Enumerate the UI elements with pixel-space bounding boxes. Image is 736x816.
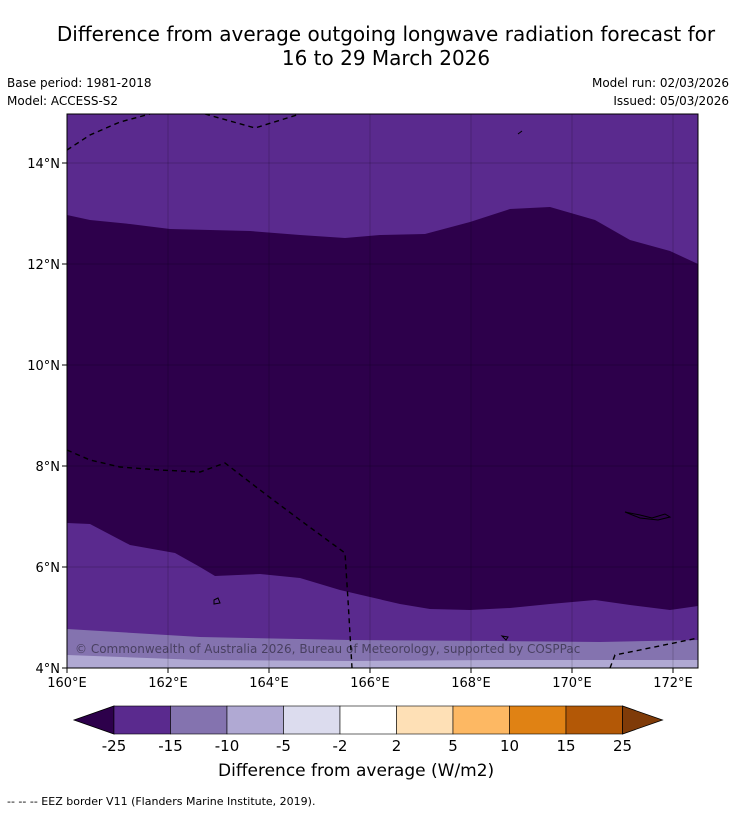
model-run-text: Model run: 02/03/2026	[591, 76, 729, 90]
lon-tick-label: 160°E	[47, 676, 87, 691]
colorbar-segment	[509, 705, 567, 735]
graticule	[67, 114, 698, 668]
lon-tick-label: 170°E	[552, 676, 592, 691]
lat-tick-label: 10°N	[27, 359, 60, 374]
colorbar-segment	[396, 705, 454, 735]
colorbar-segment	[113, 705, 171, 735]
colorbar: -25 -15 -10 -5 -2 2 5 10 15 25	[72, 705, 664, 755]
issued-text: Issued: 05/03/2026	[613, 94, 729, 108]
colorbar-tick-label: 2	[392, 737, 402, 755]
colorbar-tick-label: -10	[215, 737, 240, 755]
lon-tick-label: 166°E	[350, 676, 390, 691]
colorbar-segment	[283, 705, 341, 735]
island-outlines	[213, 130, 672, 641]
colorbar-tick-label: 25	[613, 737, 632, 755]
title-line-2: 16 to 29 March 2026	[281, 46, 491, 70]
copyright-text: © Commonwealth of Australia 2026, Bureau…	[75, 642, 580, 656]
lat-tick-label: 14°N	[27, 157, 60, 172]
colorbar-tick-label: 10	[500, 737, 519, 755]
map-frame	[66, 113, 699, 669]
map-plot-area: © Commonwealth of Australia 2026, Bureau…	[67, 114, 698, 668]
colorbar-segment	[226, 705, 284, 735]
lat-tick-label: 4°N	[36, 662, 61, 677]
eez-border-lines	[67, 114, 698, 668]
chart-title: Difference from average outgoing longwav…	[0, 22, 736, 70]
colorbar-over-arrow	[622, 705, 664, 735]
colorbar-under-arrow	[72, 705, 115, 735]
meta-right: Model run: 02/03/2026 Issued: 05/03/2026	[592, 74, 729, 110]
lat-tick-label: 12°N	[27, 258, 60, 273]
lat-tick-label: 6°N	[36, 561, 61, 576]
colorbar-segment	[170, 705, 228, 735]
lon-tick-label: 162°E	[148, 676, 188, 691]
latitude-axis: 14°N 12°N 10°N 8°N 6°N 4°N	[27, 157, 67, 677]
longitude-axis: 160°E 162°E 164°E 166°E 168°E 170°E 172°…	[47, 668, 693, 691]
meta-left: Base period: 1981-2018 Model: ACCESS-S2	[7, 74, 152, 110]
colorbar-tick-label: -25	[102, 737, 127, 755]
band-core	[67, 207, 698, 610]
colorbar-segment	[565, 705, 623, 735]
model-text: Model: ACCESS-S2	[7, 94, 119, 108]
colorbar-tick-label: 5	[448, 737, 458, 755]
lat-tick-label: 8°N	[36, 460, 61, 475]
colorbar-tick-label: -2	[333, 737, 348, 755]
lon-tick-label: 164°E	[249, 676, 289, 691]
lon-tick-label: 172°E	[653, 676, 693, 691]
eez-legend-text: -- -- -- EEZ border V11 (Flanders Marine…	[7, 795, 316, 808]
colorbar-segment	[339, 705, 397, 735]
lon-tick-label: 168°E	[451, 676, 491, 691]
colorbar-tick-label: -15	[158, 737, 183, 755]
colorbar-tick-label: 15	[556, 737, 575, 755]
title-line-1: Difference from average outgoing longwav…	[56, 22, 716, 46]
colorbar-label: Difference from average (W/m2)	[218, 761, 495, 781]
base-period-text: Base period: 1981-2018	[7, 76, 152, 90]
colorbar-segment	[452, 705, 510, 735]
colorbar-tick-label: -5	[276, 737, 291, 755]
